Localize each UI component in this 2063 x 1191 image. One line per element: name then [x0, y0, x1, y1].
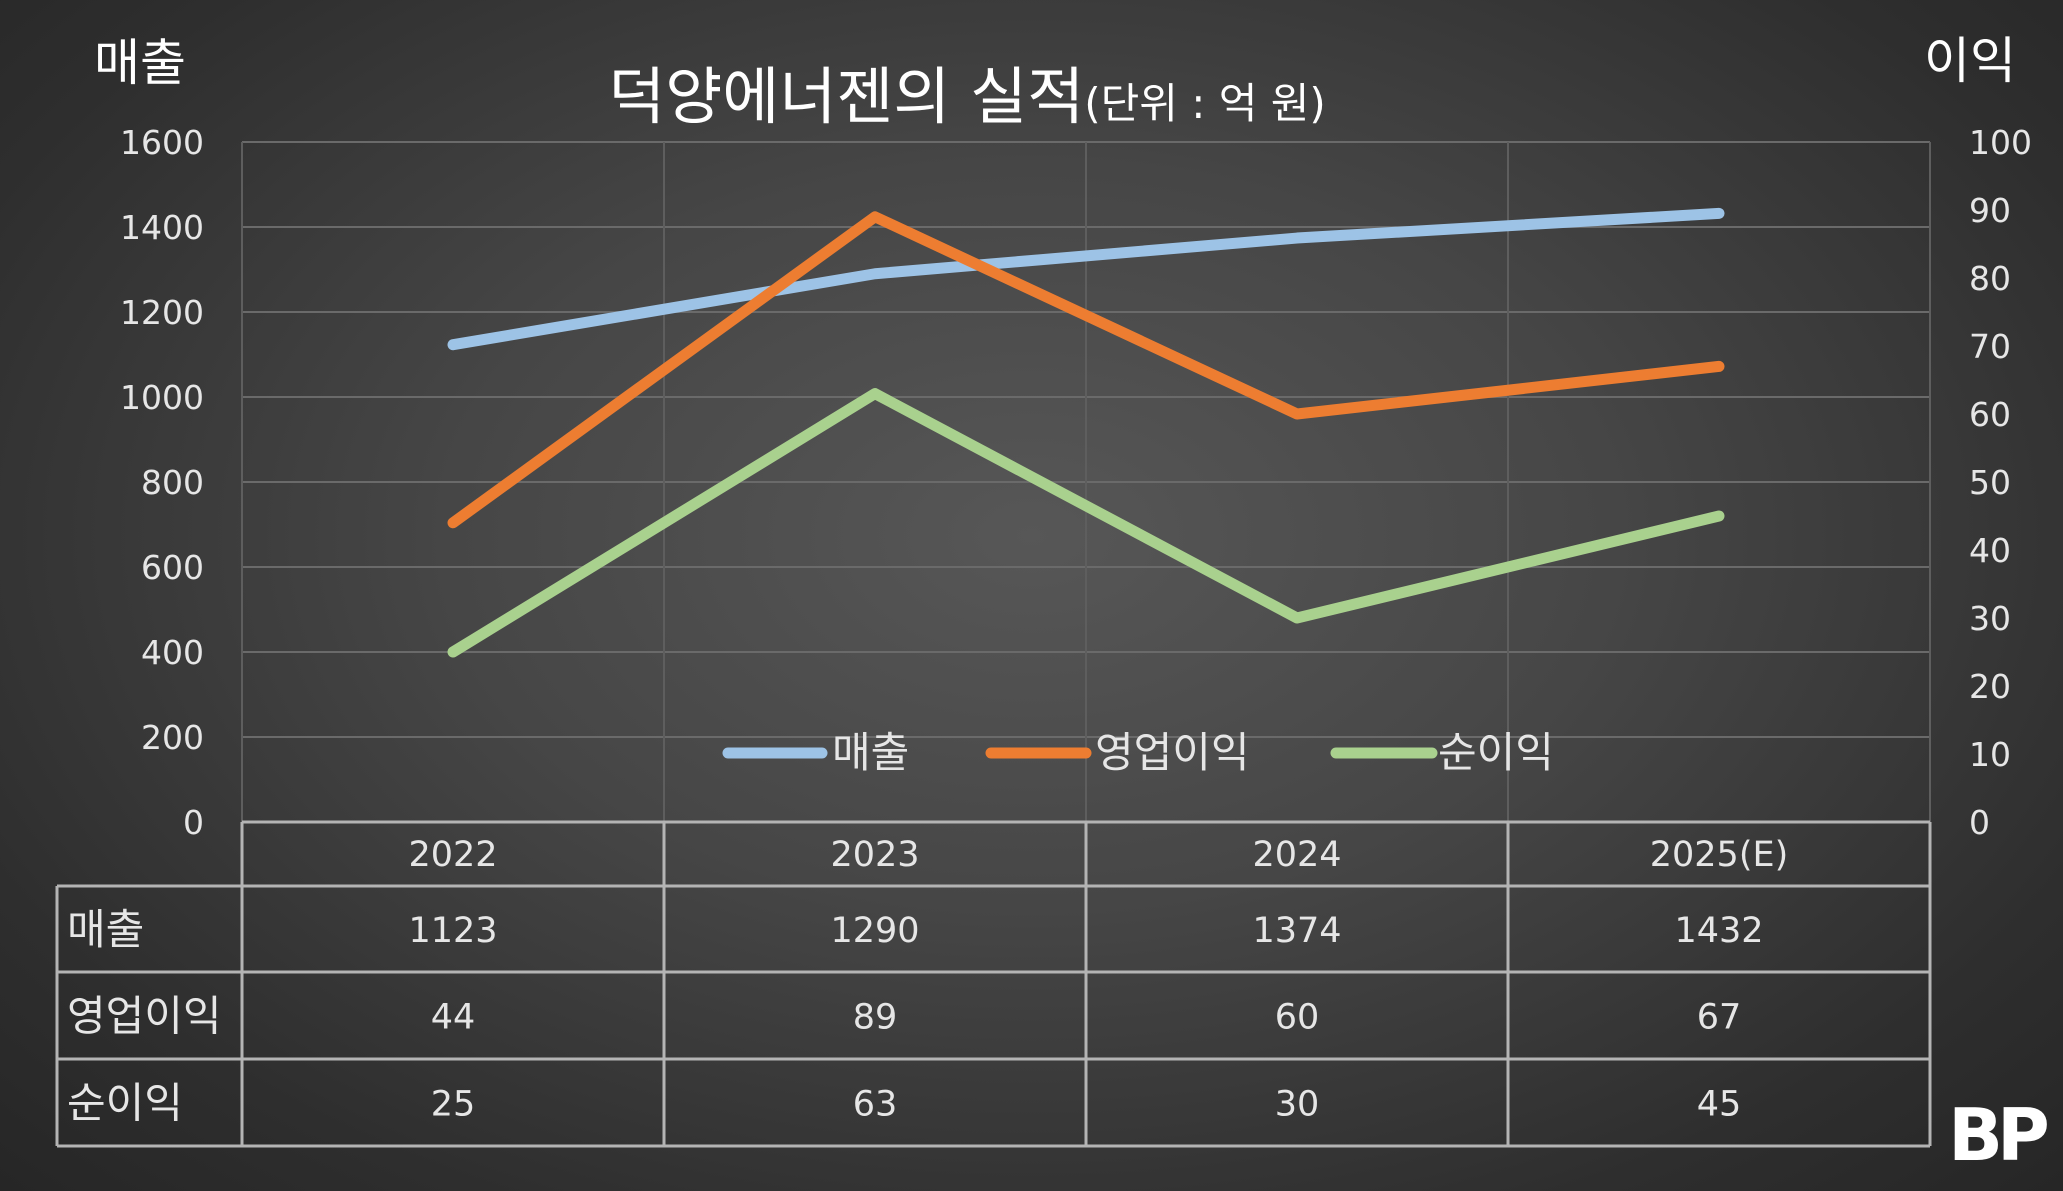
series-line-1 — [447, 211, 1725, 529]
series-line-0 — [447, 207, 1725, 351]
y-tick-left: 400 — [141, 633, 204, 672]
table-cell: 1374 — [1252, 911, 1341, 951]
table-cell: 1123 — [408, 911, 497, 951]
table-cell: 25 — [431, 1085, 476, 1125]
table-header-cell: 2023 — [830, 835, 919, 875]
y-axis-title-right: 이익 — [1924, 32, 2016, 90]
y-tick-right: 40 — [1969, 531, 2011, 570]
legend-label: 영업이익 — [1095, 728, 1250, 777]
y-tick-left: 1200 — [120, 293, 204, 332]
y-tick-right: 80 — [1969, 259, 2011, 298]
table-header-cell: 2024 — [1252, 835, 1341, 875]
table-cell: 1290 — [830, 911, 919, 951]
y-tick-left: 200 — [141, 718, 204, 757]
y-tick-left: 0 — [183, 803, 204, 842]
table-cell: 89 — [853, 998, 898, 1038]
table-cell: 30 — [1275, 1085, 1320, 1125]
bp-logo: BP — [1948, 1093, 2047, 1177]
y-tick-right: 100 — [1969, 123, 2032, 162]
y-tick-right: 10 — [1969, 735, 2011, 774]
y-tick-right: 70 — [1969, 327, 2011, 366]
y-tick-right: 30 — [1969, 599, 2011, 638]
table-cell: 1432 — [1674, 911, 1763, 951]
y-tick-left: 1600 — [120, 123, 204, 162]
y-tick-right: 20 — [1969, 667, 2011, 706]
table-row-label: 매출 — [67, 905, 144, 954]
series-line-2 — [447, 388, 1725, 658]
y-axis-title-left: 매출 — [94, 34, 186, 92]
chart-title-group: 덕양에너젠의 실적(단위 : 억 원) — [608, 60, 1326, 133]
table-cell: 67 — [1697, 998, 1742, 1038]
chart-title: 덕양에너젠의 실적 — [608, 60, 1084, 133]
y-tick-right: 50 — [1969, 463, 2011, 502]
table-header-cell: 2022 — [408, 835, 497, 875]
chart-subtitle: (단위 : 억 원) — [1084, 79, 1326, 128]
y-tick-right: 60 — [1969, 395, 2011, 434]
table-cell: 44 — [431, 998, 476, 1038]
table-row-label: 영업이익 — [67, 992, 222, 1041]
y-tick-left: 800 — [141, 463, 204, 502]
legend-label: 순이익 — [1438, 728, 1554, 777]
table-row-label: 순이익 — [67, 1079, 183, 1128]
table-header-cell: 2025(E) — [1650, 835, 1789, 875]
y-tick-left: 1400 — [120, 208, 204, 247]
table-cell: 45 — [1697, 1085, 1742, 1125]
table-cell: 60 — [1275, 998, 1320, 1038]
legend-label: 매출 — [832, 728, 909, 777]
y-tick-left: 600 — [141, 548, 204, 587]
table-cell: 63 — [853, 1085, 898, 1125]
y-tick-right: 0 — [1969, 803, 1990, 842]
y-tick-right: 90 — [1969, 191, 2011, 230]
y-tick-left: 1000 — [120, 378, 204, 417]
